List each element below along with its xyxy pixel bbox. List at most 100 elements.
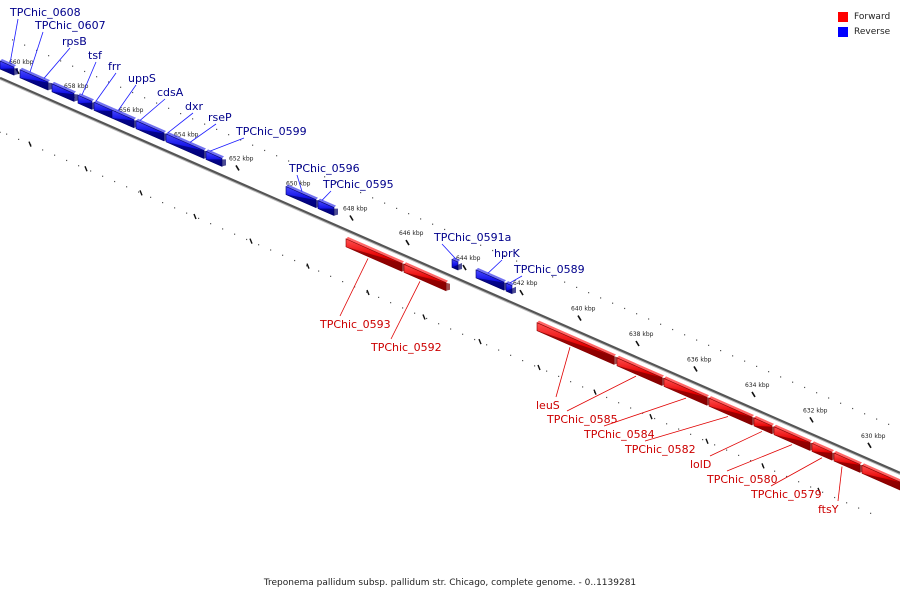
ruler-dot [468, 239, 470, 241]
ruler-dot [144, 97, 146, 99]
gene-tpchic-0593[interactable] [345, 236, 406, 272]
ruler-dot [168, 107, 170, 109]
gene-label-tpchic-0607[interactable]: TPChic_0607 [34, 19, 106, 32]
gene-label-rpsb[interactable]: rpsB [62, 35, 87, 48]
ruler-dot [90, 170, 92, 172]
gene-label-tpchic-0580[interactable]: TPChic_0580 [706, 473, 778, 486]
gene-tpchic-0608[interactable] [0, 59, 18, 76]
gene-dxr[interactable] [165, 131, 208, 159]
legend-label: Forward [854, 12, 891, 22]
gene-label-tpchic-0582[interactable]: TPChic_0582 [624, 443, 696, 456]
gene-upps[interactable] [111, 108, 138, 129]
ruler-dot [372, 197, 374, 199]
gene-tpchic-0607[interactable] [19, 67, 52, 91]
gene-label-hprk[interactable]: hprK [494, 247, 520, 260]
gene-track-tail[interactable] [861, 463, 900, 491]
label-leader [167, 112, 194, 134]
ruler-dot [102, 175, 104, 177]
gene-frr[interactable] [93, 100, 116, 119]
label-leader [189, 123, 217, 143]
ruler-dot [864, 413, 866, 415]
ruler-dot [66, 159, 68, 162]
gene-tpchic-0579[interactable] [811, 441, 836, 461]
gene-tpchic-0584[interactable] [663, 376, 711, 406]
gene-rpsb[interactable] [51, 81, 78, 102]
gene-hprk[interactable] [475, 267, 508, 291]
gene-label-frr[interactable]: frr [108, 60, 121, 73]
label-leader [726, 444, 793, 472]
gene-tpchic-0596[interactable] [285, 184, 320, 209]
gene-label-tpchic-0599[interactable]: TPChic_0599 [235, 125, 307, 138]
ruler-dot [258, 244, 260, 246]
gene-label-leus[interactable]: leuS [536, 399, 560, 412]
label-leader [441, 243, 457, 260]
gene-tpchic-0580[interactable] [773, 424, 814, 451]
gene-tpchic-0589[interactable] [505, 281, 516, 295]
ruler-dot [648, 318, 650, 320]
gene-label-tpchic-0595[interactable]: TPChic_0595 [322, 178, 394, 191]
gene-label-tpchic-0608[interactable]: TPChic_0608 [9, 6, 81, 19]
gene-label-tpchic-0579[interactable]: TPChic_0579 [750, 488, 822, 501]
ruler-dot [246, 238, 248, 241]
ruler-dot [126, 186, 128, 188]
gene-tpchic-0599[interactable] [205, 149, 226, 167]
gene-label-ftsy[interactable]: ftsY [818, 503, 839, 516]
scale-tick [577, 315, 582, 321]
ruler-dot [60, 60, 62, 62]
ruler-dot [804, 386, 806, 389]
gene-cdsa[interactable] [135, 118, 168, 142]
ruler-dot [588, 292, 590, 294]
gene-label-tpchic-0584[interactable]: TPChic_0584 [583, 428, 655, 441]
gene-label-cdsa[interactable]: cdsA [157, 86, 184, 99]
ruler-dot [576, 286, 578, 288]
gene-tpchic-0582[interactable] [708, 396, 756, 426]
gene-label-tpchic-0592[interactable]: TPChic_0592 [370, 341, 442, 354]
ruler-dot [624, 307, 626, 310]
gene-label-tpchic-0585[interactable]: TPChic_0585 [546, 413, 618, 426]
gene-label-dxr[interactable]: dxr [185, 100, 203, 113]
ruler-dot [690, 433, 692, 435]
ruler-dot [54, 154, 56, 156]
scale-tick-label: 652 kbp [229, 155, 254, 162]
gene-tsf[interactable] [77, 93, 96, 110]
gene-label-tsf[interactable]: tsf [88, 49, 103, 62]
ruler-tick [593, 389, 597, 395]
ruler-dot [822, 491, 824, 493]
ruler-dot [504, 255, 506, 257]
ruler-dot [600, 297, 602, 299]
ruler-dot [480, 244, 482, 246]
ruler-dot [522, 360, 524, 362]
gene-tpchic-0585[interactable] [616, 355, 666, 387]
label-leader [770, 457, 823, 487]
ruler-dot [630, 407, 632, 409]
gene-label-rsep[interactable]: rseP [208, 111, 232, 124]
gene-label-lold[interactable]: lolD [690, 458, 711, 471]
scale-tick-label: 634 kbp [745, 382, 770, 389]
ruler-dot [528, 265, 530, 267]
gene-lold[interactable] [753, 415, 776, 435]
gene-label-tpchic-0589[interactable]: TPChic_0589 [513, 263, 585, 276]
ruler-dot [348, 186, 350, 188]
ruler-dot [306, 265, 308, 267]
gene-label-tpchic-0596[interactable]: TPChic_0596 [288, 162, 360, 175]
label-leader [139, 98, 166, 121]
gene-tpchic-0591a[interactable] [451, 257, 462, 271]
gene-tpchic-0592[interactable] [403, 262, 450, 292]
ruler-dot [582, 386, 584, 388]
gene-ftsy[interactable] [833, 451, 864, 473]
gene-label-upps[interactable]: uppS [128, 72, 156, 85]
scale-tick-label: 654 kbp [174, 131, 199, 138]
scale-ticks: 660 kbp 658 kbp 656 kbp 654 kbp 652 kbp 650 k… [9, 59, 886, 449]
label-leader [81, 61, 97, 96]
scale-tick-label: 646 kbp [399, 230, 424, 237]
gene-leus[interactable] [536, 320, 618, 365]
ruler-dot [564, 281, 566, 283]
gene-tpchic-0595[interactable] [317, 198, 338, 217]
ruler-tick [84, 165, 88, 172]
ruler-dot [714, 444, 716, 446]
gene-label-tpchic-0593[interactable]: TPChic_0593 [319, 318, 391, 331]
label-leader [95, 72, 117, 102]
ruler-dot [78, 165, 80, 167]
gene-label-tpchic-0591a[interactable]: TPChic_0591a [433, 231, 511, 244]
scale-tick [635, 340, 640, 347]
